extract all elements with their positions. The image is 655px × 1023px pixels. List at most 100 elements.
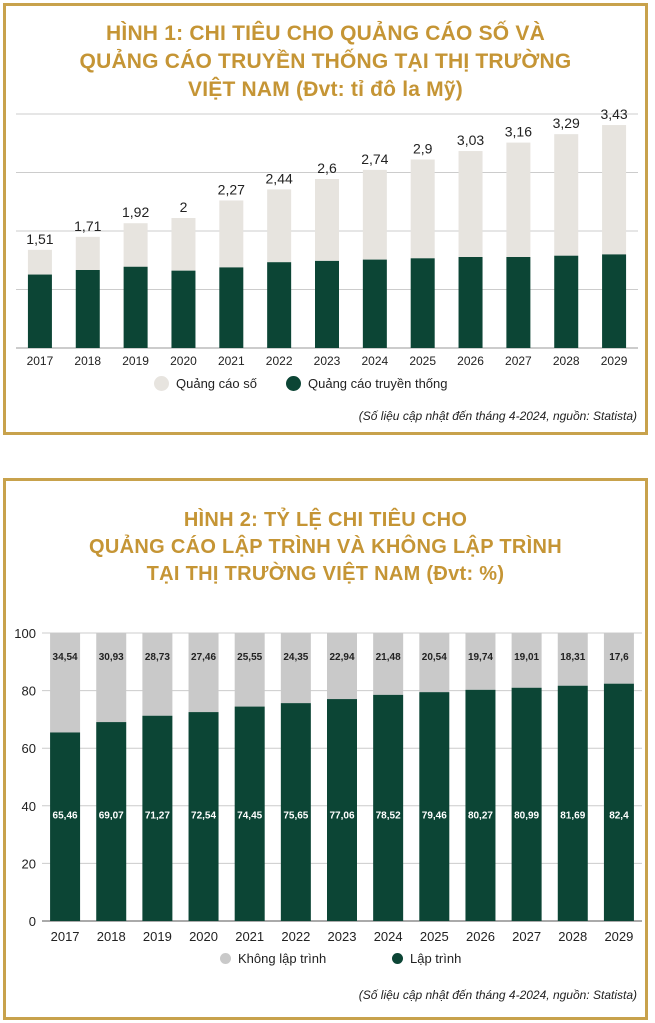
chart1-x-tick: 2021 <box>218 354 245 368</box>
chart2-bar-programmatic <box>465 689 496 921</box>
chart2-bar-non-programmatic <box>50 633 81 733</box>
chart2-y-tick: 40 <box>22 799 36 814</box>
chart1-total-label: 3,16 <box>505 124 532 140</box>
chart2-legend-non-programmatic-label: Không lập trình <box>238 951 327 966</box>
chart2-programmatic-label: 77,06 <box>329 810 354 821</box>
chart2-title-line-3: TẠI THỊ TRƯỜNG VIỆT NAM (Đvt: %) <box>146 563 505 585</box>
chart1-x-tick: 2026 <box>457 354 484 368</box>
chart2-x-tick: 2026 <box>466 929 495 944</box>
chart1-bar-traditional <box>554 255 579 348</box>
chart1-bar-traditional <box>27 274 52 348</box>
chart1-bar-traditional <box>123 266 148 348</box>
legend-swatch-non-programmatic <box>220 953 231 964</box>
chart1-legend-digital: Quảng cáo số <box>154 376 257 391</box>
chart1-bar-traditional <box>506 257 531 348</box>
chart1-plot: 1,51 2017 1,71 2018 1,92 2019 2 2020 2,27 2021 2,4… <box>16 106 638 368</box>
chart2-bar-programmatic <box>188 712 219 921</box>
chart1-total-label: 2,9 <box>413 141 433 157</box>
chart2-x-tick: 2029 <box>604 929 633 944</box>
chart1-bar-digital <box>315 179 339 261</box>
chart1-bar-traditional <box>362 259 387 348</box>
chart2-legend-programmatic-label: Lập trình <box>410 951 462 966</box>
chart1-x-tick: 2019 <box>122 354 149 368</box>
chart2-programmatic-label: 79,46 <box>422 810 447 821</box>
chart2-non-programmatic-label: 17,6 <box>609 652 629 663</box>
chart1-total-label: 2,74 <box>361 151 388 167</box>
chart1-bar-traditional <box>171 270 196 348</box>
chart1-x-tick: 2027 <box>505 354 532 368</box>
chart2-bar-non-programmatic <box>234 633 265 707</box>
chart2-bar-non-programmatic <box>142 633 173 716</box>
chart1-total-label: 2,44 <box>266 170 293 186</box>
chart1-legend-traditional: Quảng cáo truyền thống <box>286 376 448 391</box>
chart2-non-programmatic-label: 28,73 <box>145 652 170 663</box>
chart1-bar-traditional <box>315 260 339 348</box>
chart1-title-line-3: VIỆT NAM (Đvt: tỉ đô la Mỹ) <box>188 78 463 101</box>
chart2-bar-programmatic <box>511 687 542 921</box>
chart2-x-tick: 2021 <box>235 929 264 944</box>
legend-swatch-programmatic <box>392 953 403 964</box>
chart2-title-line-2: QUẢNG CÁO LẬP TRÌNH VÀ KHÔNG LẬP TRÌNH <box>89 536 562 558</box>
chart1-bar-digital <box>362 169 387 260</box>
chart2-non-programmatic-label: 21,48 <box>376 652 401 663</box>
chart1-bar-digital <box>267 189 292 263</box>
chart1-bar-traditional <box>75 270 100 348</box>
chart2-bar-non-programmatic <box>96 633 127 723</box>
chart2-bar-programmatic <box>50 732 81 921</box>
chart2-y-tick: 0 <box>29 914 36 929</box>
chart1-total-label: 3,43 <box>600 106 627 122</box>
chart2-x-tick: 2022 <box>281 929 310 944</box>
chart2-legend-non-programmatic: Không lập trình <box>220 951 326 966</box>
chart2-plot: 0 20 40 60 80 100 34,54 65,46 2017 30,93 69,07 2018… <box>14 626 642 944</box>
chart2-legend-programmatic: Lập trình <box>392 951 461 966</box>
chart2-title: HÌNH 2: TỶ LỆ CHI TIÊU CHO QUẢNG CÁO LẬP… <box>6 507 645 588</box>
chart1-x-tick: 2028 <box>553 354 580 368</box>
chart1-bar-traditional <box>267 262 292 348</box>
chart2-bar-programmatic <box>96 722 127 921</box>
chart1-x-tick: 2024 <box>361 354 388 368</box>
chart1-x-tick: 2029 <box>601 354 628 368</box>
chart2-non-programmatic-label: 24,35 <box>283 652 308 663</box>
chart2-bar-programmatic <box>419 692 450 921</box>
chart1-x-tick: 2023 <box>314 354 341 368</box>
chart2-programmatic-label: 75,65 <box>283 810 308 821</box>
chart2-programmatic-label: 72,54 <box>191 810 216 821</box>
chart2-bar-programmatic <box>373 694 404 921</box>
chart2-bar-non-programmatic <box>188 633 219 713</box>
chart2-bar-non-programmatic <box>603 633 634 684</box>
chart1-bar-digital <box>123 223 148 267</box>
chart1-bar-traditional <box>458 257 483 348</box>
chart2-non-programmatic-label: 22,94 <box>329 652 354 663</box>
chart-panel-2: HÌNH 2: TỶ LỆ CHI TIÊU CHO QUẢNG CÁO LẬP… <box>3 478 648 1020</box>
chart2-bar-non-programmatic <box>419 633 450 693</box>
chart2-non-programmatic-label: 18,31 <box>560 652 585 663</box>
chart-panel-1: HÌNH 1: CHI TIÊU CHO QUẢNG CÁO SỐ VÀ QUẢ… <box>3 3 648 435</box>
chart2-x-tick: 2017 <box>51 929 80 944</box>
chart1-bar-digital <box>27 249 52 275</box>
chart2-y-tick: 20 <box>22 856 36 871</box>
chart2-bar-non-programmatic <box>373 633 404 695</box>
chart1-title: HÌNH 1: CHI TIÊU CHO QUẢNG CÁO SỐ VÀ QUẢ… <box>6 20 645 104</box>
chart1-total-label: 2,6 <box>317 160 337 176</box>
chart1-x-tick: 2017 <box>27 354 54 368</box>
chart2-programmatic-label: 74,45 <box>237 810 262 821</box>
chart1-x-tick: 2022 <box>266 354 293 368</box>
chart2-x-tick: 2020 <box>189 929 218 944</box>
chart1-total-label: 2,27 <box>218 181 245 197</box>
chart2-non-programmatic-label: 34,54 <box>53 652 78 663</box>
chart1-source: (Số liệu cập nhật đến tháng 4-2024, nguồ… <box>358 409 637 423</box>
chart2-non-programmatic-label: 27,46 <box>191 652 216 663</box>
chart2-x-tick: 2023 <box>328 929 357 944</box>
chart2-programmatic-label: 80,99 <box>514 810 539 821</box>
chart2-x-tick: 2027 <box>512 929 541 944</box>
chart1-total-label: 1,92 <box>122 204 149 220</box>
chart1-bar-digital <box>554 134 579 256</box>
chart2-bar-non-programmatic <box>465 632 496 690</box>
chart2-programmatic-label: 65,46 <box>53 810 78 821</box>
chart2-non-programmatic-label: 30,93 <box>99 652 124 663</box>
chart1-bar-digital <box>219 200 244 268</box>
legend-swatch-digital <box>154 376 169 391</box>
chart2-y-tick: 100 <box>14 626 36 641</box>
chart2-bar-programmatic <box>557 685 588 921</box>
chart2-programmatic-label: 82,4 <box>609 810 629 821</box>
